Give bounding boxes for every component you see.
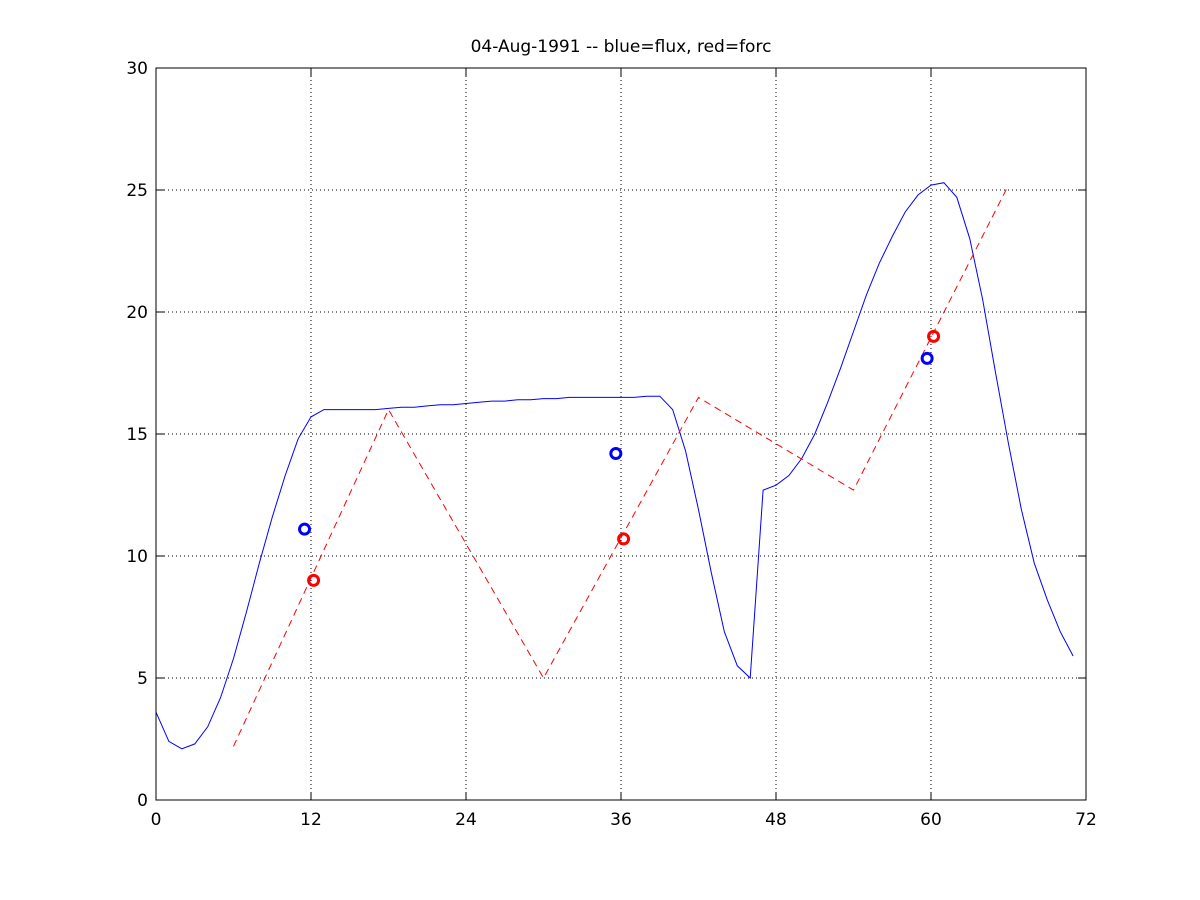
flux-marker <box>920 351 934 365</box>
forc-marker <box>617 532 631 546</box>
x-tick-label: 48 <box>765 810 787 830</box>
y-tick-label: 15 <box>126 425 148 445</box>
y-tick-label: 20 <box>126 303 148 323</box>
flux-line <box>156 182 1074 750</box>
flux-marker <box>298 522 312 536</box>
x-tick-label: 60 <box>920 810 942 830</box>
axis-ticks: 0 12 24 36 48 60 72 0 5 10 15 20 25 30 <box>126 59 1096 830</box>
forc-marker <box>927 329 941 343</box>
x-tick-label: 24 <box>455 810 477 830</box>
y-tick-label: 0 <box>137 791 148 811</box>
plot-markers <box>298 329 941 587</box>
forc-line <box>233 184 1009 747</box>
y-tick-label: 10 <box>126 547 148 567</box>
grid-lines <box>156 68 1086 800</box>
plot-series <box>156 182 1074 750</box>
y-tick-label: 25 <box>126 181 148 201</box>
forc-marker <box>307 573 321 587</box>
x-tick-label: 72 <box>1075 810 1097 830</box>
x-tick-label: 12 <box>300 810 322 830</box>
y-tick-label: 5 <box>137 669 148 689</box>
x-tick-label: 36 <box>610 810 632 830</box>
flux-marker <box>609 447 623 461</box>
chart-title: 04-Aug-1991 -- blue=flux, red=forc <box>471 37 772 57</box>
x-tick-label: 0 <box>151 810 162 830</box>
y-tick-label: 30 <box>126 59 148 79</box>
